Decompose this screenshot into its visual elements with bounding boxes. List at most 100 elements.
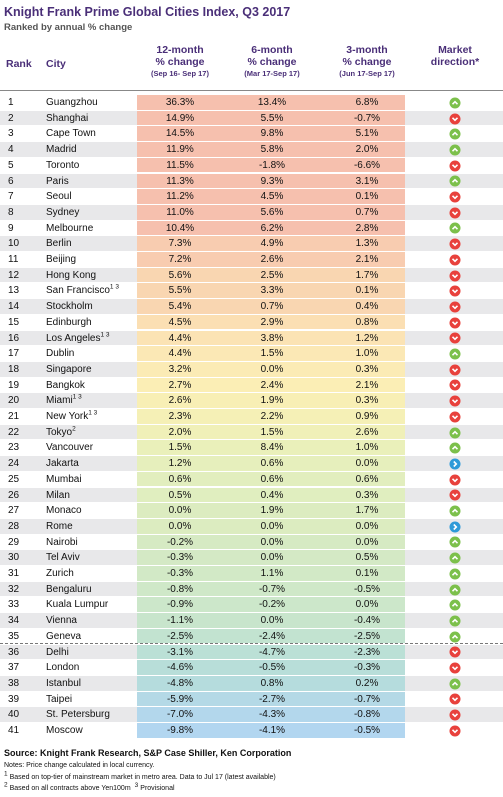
table-row: 32 Bengaluru -0.8% -0.7% -0.5% [0,581,503,598]
change-6m: -4.3% [258,709,286,721]
change-6m: 2.5% [260,269,284,281]
direction-icon [449,442,461,454]
city-name: Cape Town [46,128,96,140]
city: Melbourne [46,221,93,237]
direction-icon [449,631,461,643]
icon-arrow [453,523,458,530]
city-name: St. Petersburg [46,709,110,721]
table-row: 14 Stockholm 5.4% 0.7% 0.4% [0,299,503,315]
value-band [137,236,405,251]
city-name: Singapore [46,363,92,375]
change-6m: 9.8% [260,128,284,140]
row-rule [0,564,503,566]
rank: 40 [8,709,20,721]
value-band [137,613,405,628]
city-note: 2 [72,425,76,433]
city: Kuala Lumpur [46,597,108,613]
icon-circle [449,317,461,329]
city: Paris [46,174,69,190]
rank: 14 [8,301,20,313]
rank: 12 [8,269,20,281]
change-6m: -0.5% [258,662,286,674]
table-row: 18 Singapore 3.2% 0.0% 0.3% [0,361,503,378]
icon-arrow [451,508,459,513]
change-6m: 5.5% [260,112,284,124]
value-band [137,566,405,581]
change-12m: -1.1% [166,615,194,627]
table-row: 23 Vancouver 1.5% 8.4% 1.0% [0,440,503,457]
change-6m: 5.6% [260,206,284,218]
icon-arrow [451,178,459,184]
city: Toronto [46,158,79,174]
icon-arrow [451,210,459,216]
change-12m: 5.4% [168,301,192,313]
header-line: % change [342,56,392,68]
change-6m: 0.0% [260,615,284,627]
city: Mumbai [46,472,82,488]
change-3m: -2.5% [353,630,381,642]
icon-circle [449,662,461,674]
header-period: (Mar 17-Sep 17) [244,69,300,78]
rank: 10 [8,238,20,250]
icon-arrow [451,602,459,608]
change-3m: 0.4% [355,301,379,313]
table-row: 28 Rome 0.0% 0.0% 0.0% [0,518,503,535]
city-name: London [46,662,80,674]
change-6m: 2.6% [260,254,284,265]
city: Shanghai [46,111,88,127]
change-12m: 1.2% [168,458,192,470]
rank: 38 [8,677,20,689]
change-3m: 0.0% [355,536,379,548]
icon-circle [449,584,461,596]
direction-icon [449,646,461,658]
direction-icon [449,678,461,690]
change-3m: 2.0% [355,144,379,156]
icon-circle [449,222,461,234]
city: St. Petersburg [46,707,110,723]
city: San Francisco1 3 [46,283,119,299]
change-3m: -2.3% [353,646,381,658]
row-rule [0,345,503,347]
change-6m: 1.5% [260,426,284,438]
change-3m: 0.1% [355,568,379,579]
icon-arrow [451,367,459,373]
table-row: 27 Monaco 0.0% 1.9% 1.7% [0,503,503,519]
row-rule [0,141,503,143]
city: Geneva [46,629,81,645]
direction-icon [449,521,461,533]
table-row: 26 Milan 0.5% 0.4% 0.3% [0,487,503,504]
table-row: 3 Cape Town 14.5% 9.8% 5.1% [0,126,503,143]
city: Delhi [46,645,69,661]
change-12m: -7.0% [166,709,194,721]
table-row: 36 Delhi -3.1% -4.7% -2.3% [0,644,503,661]
change-6m: 0.0% [260,552,284,564]
change-6m: -2.7% [258,693,286,705]
change-3m: 0.0% [355,520,379,532]
rank: 22 [8,426,20,438]
change-6m: 1.1% [260,568,284,579]
change-3m: -0.7% [353,112,381,124]
value-band [137,691,405,707]
city: Jakarta [46,456,79,472]
rank: 6 [8,175,14,187]
change-12m: 0.6% [168,473,192,485]
city: Milan [46,488,70,504]
icon-circle [449,301,461,313]
icon-circle [449,285,461,297]
footnote-mark: 2 [4,781,8,789]
row-rule [0,659,503,661]
city-name: San Francisco [46,285,110,297]
row-rule [0,298,503,300]
icon-circle [449,254,461,266]
change-12m: -9.8% [166,725,194,736]
header-rule [0,90,503,91]
city-name: Vancouver [46,442,94,454]
icon-arrow [451,587,459,592]
footnote-text: Based on all contracts above Yen100m [9,785,131,792]
city-note: 1 3 [100,331,110,339]
change-3m: 0.7% [355,206,379,218]
city-name: New York [46,411,89,422]
direction-icon [449,411,461,423]
icon-circle [449,379,461,391]
